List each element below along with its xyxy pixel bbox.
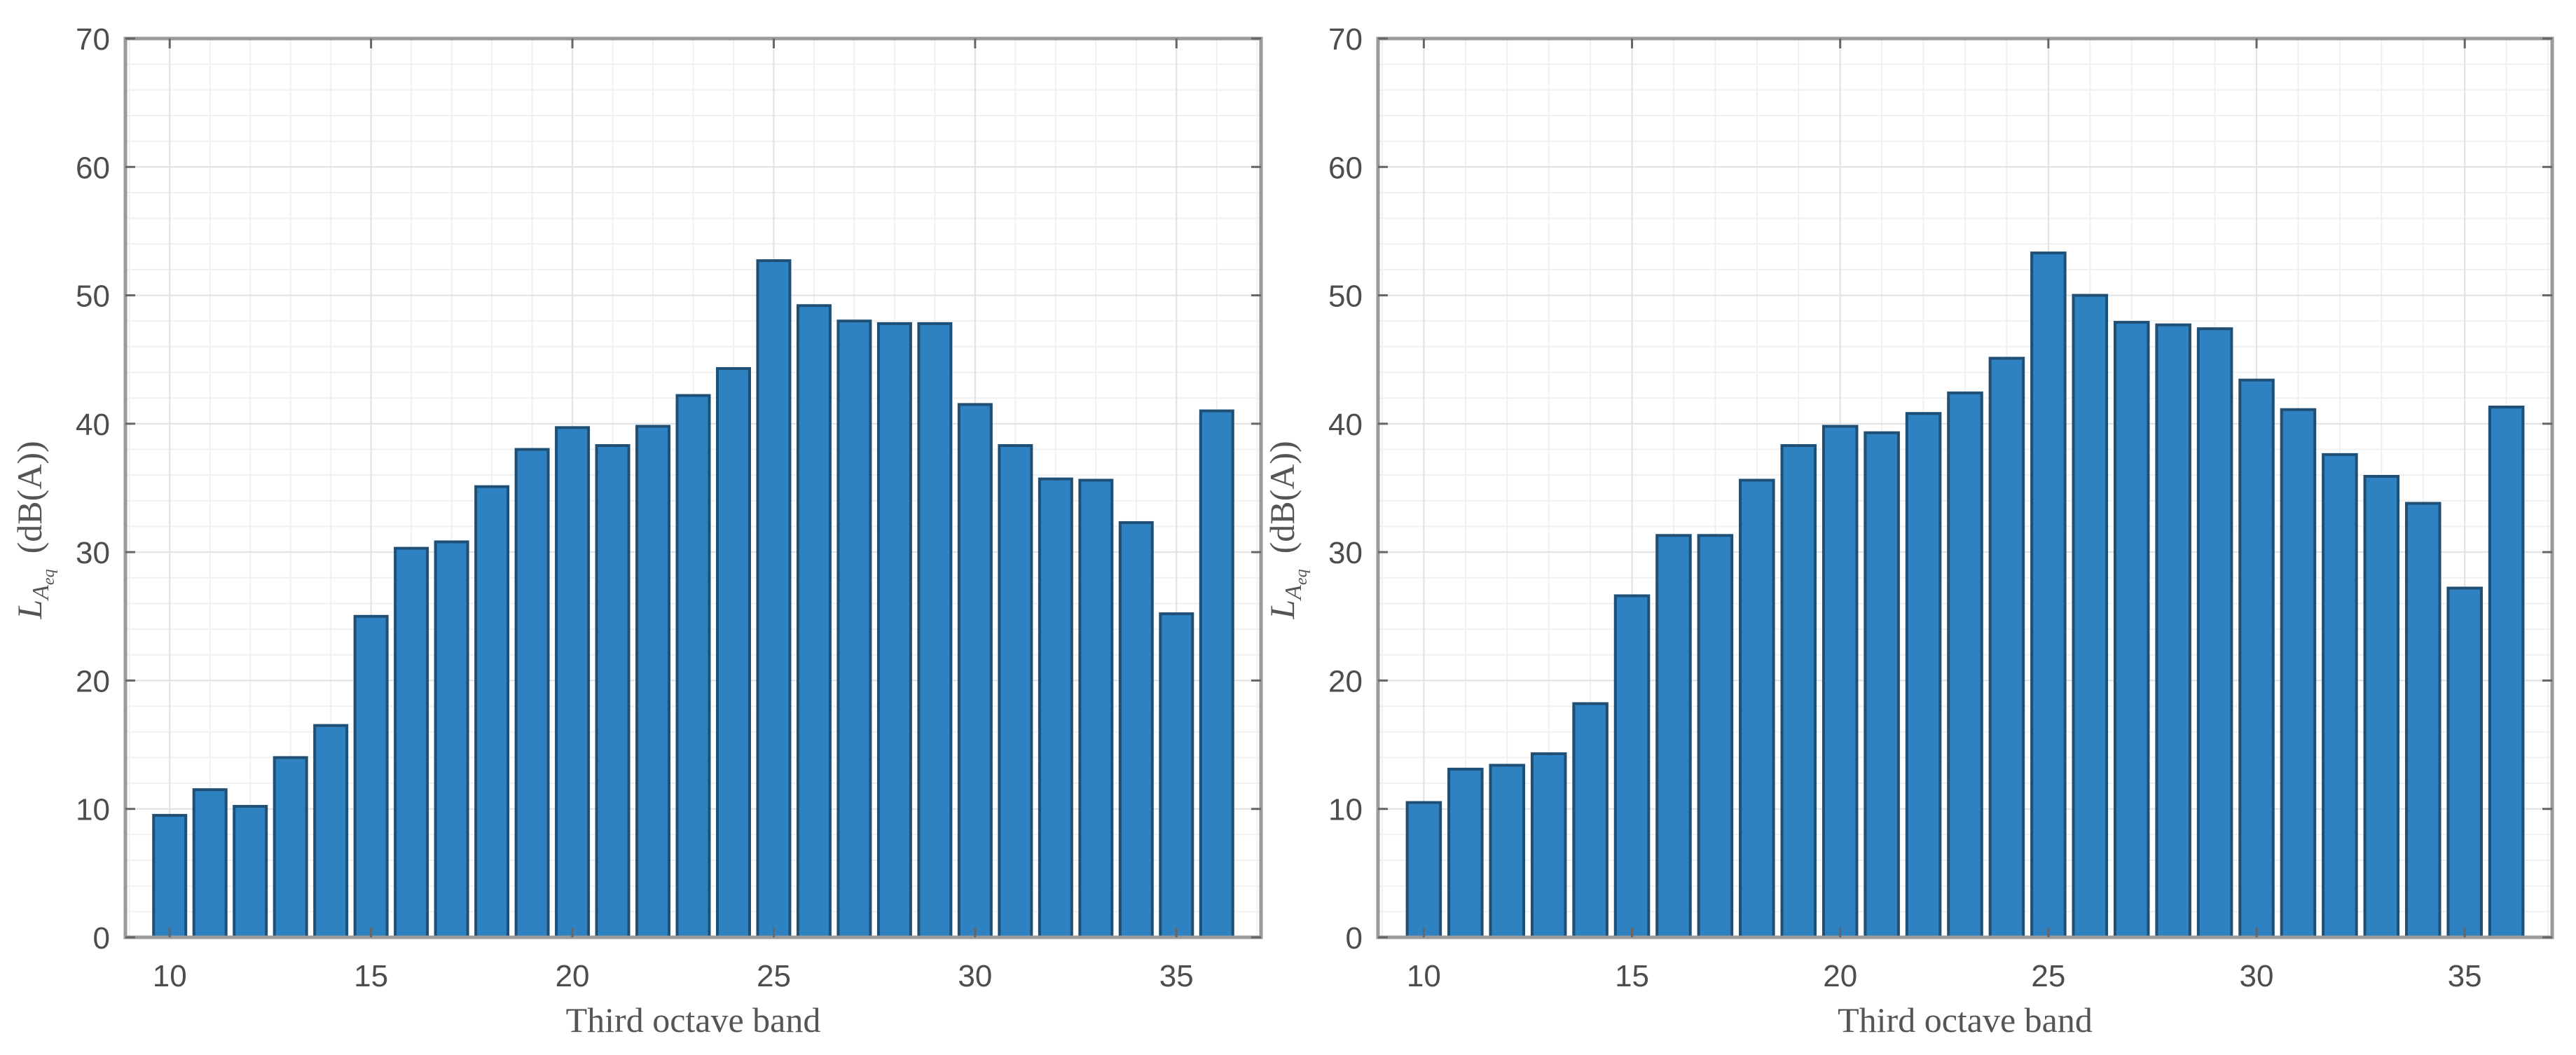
x-tick-label: 35 [2448,959,2482,993]
axes-box [123,36,1263,939]
bar [313,724,349,939]
bar [2155,323,2191,939]
bar [434,540,469,939]
bar [998,444,1033,939]
bar [1038,477,1073,939]
bar [1988,357,2025,939]
bar [635,425,671,939]
bar [1447,767,1484,939]
bar [273,756,308,939]
y-tick-label: 0 [1346,921,1363,956]
bar [1530,752,1567,939]
x-tick-label: 15 [354,959,388,993]
y-tick-label: 0 [93,921,110,956]
y-label-subsubscript: eq [40,569,58,585]
y-axis-label: LAeq (dB(A)) [10,441,58,619]
bar [1739,478,1775,939]
y-tick-label: 10 [76,793,110,827]
y-tick-label: 70 [76,22,110,57]
bar [2030,251,2067,939]
bar [1655,534,1692,939]
y-tick-label: 30 [1328,536,1363,570]
axes-box [1376,36,2554,939]
bar [1864,431,1900,939]
y-tick-label: 60 [76,151,110,185]
bar [2280,408,2317,939]
x-axis-label: Third octave band [1838,1000,2093,1040]
bar [2488,406,2525,939]
bar [1613,594,1651,939]
chart-panel-2: 10 15 20 25 30 35 0 10 20 30 40 50 60 70 Third octave … [1262,22,2554,1040]
x-tick-label: 10 [153,959,187,993]
y-tick-label: 20 [76,664,110,698]
y-label-unit: (dB(A)) [1262,441,1302,553]
bar [1405,801,1442,939]
bar [1697,534,1734,939]
bar [715,367,751,939]
chart-panel-1: 10 15 20 25 30 35 0 10 20 30 40 50 60 70 Third octave … [10,22,1263,1040]
y-tick-label: 50 [1328,280,1363,314]
bar [2196,327,2233,939]
bar [233,805,268,939]
y-label-subsubscript: eq [1293,569,1311,585]
y-axis-label: LAeq (dB(A)) [1262,441,1311,619]
x-tick-label: 20 [1823,959,1857,993]
x-tick-label: 35 [1159,959,1194,993]
y-label-symbol: L [10,600,49,620]
y-tick-label: 10 [1328,793,1363,827]
y-label-unit: (dB(A)) [10,441,49,553]
y-tick-label: 20 [1328,664,1363,698]
bar [1118,520,1154,939]
x-tick-label: 30 [958,959,992,993]
bar [796,304,832,939]
x-tick-label: 20 [556,959,590,993]
bar [917,322,953,939]
bar [353,614,389,939]
bar [2113,321,2150,939]
x-tick-label: 10 [1407,959,1441,993]
bar [152,813,188,939]
bar [192,788,228,939]
bar [2404,502,2441,939]
bar [1159,612,1194,939]
bar [2072,294,2109,939]
y-tick-label: 40 [76,408,110,442]
bar [474,485,510,939]
y-tick-label: 30 [76,536,110,570]
x-axis-label: Third octave band [566,1000,821,1040]
bar [756,259,792,939]
bar [2238,378,2275,939]
bar [1078,478,1114,939]
bar [2446,586,2483,939]
x-tick-label: 25 [2031,959,2065,993]
bar [514,448,550,939]
bar [1821,425,1859,939]
x-tick-label: 15 [1615,959,1649,993]
bar [675,394,711,939]
x-tick-label: 30 [2240,959,2274,993]
bar [1199,409,1234,939]
bar [2363,475,2400,939]
y-tick-label: 70 [1328,22,1363,57]
bar [876,322,912,939]
bar [1572,702,1609,939]
bar [836,319,872,939]
bar [555,426,591,939]
bar [1780,444,1817,939]
bar [1489,764,1526,939]
bar [1905,412,1942,939]
bar [957,403,993,939]
y-label-subscript: A [1281,585,1307,601]
y-tick-label: 60 [1328,151,1363,185]
y-tick-label: 50 [76,280,110,314]
bar [1947,391,1983,939]
y-label-subscript: A [28,585,54,601]
x-tick-label: 25 [757,959,791,993]
y-label-symbol: L [1262,600,1302,620]
bar [394,546,429,939]
bar [2322,453,2358,939]
y-tick-label: 40 [1328,408,1363,442]
bar [595,444,631,939]
